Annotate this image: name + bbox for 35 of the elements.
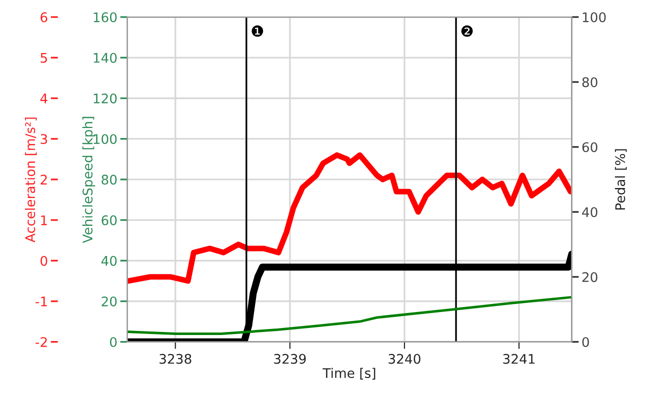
y-tick-label: 2 [40, 174, 47, 184]
y3-tick-label: 20 [102, 296, 117, 306]
y-axis-title: Acceleration [m/s²] [24, 118, 37, 242]
y3-axis-title: VehicleSpeed [kph] [82, 116, 96, 244]
y2-tick-label: 80 [582, 77, 598, 88]
x-tick-label: 3238 [160, 354, 192, 364]
x-axis-title: Time [s] [322, 368, 376, 380]
x-tick-label: 3241 [503, 354, 535, 364]
y-tick-label: 5 [40, 53, 47, 63]
ref-line-label: ❶ [252, 25, 264, 37]
y2-tick-label: 100 [582, 12, 606, 22]
y-tick-label: 1 [41, 215, 47, 226]
x-tick-label: 3240 [388, 354, 420, 364]
y-tick-label: -2 [36, 337, 47, 347]
y3-tick-label: 40 [101, 256, 117, 266]
ref-line-label: ❷ [461, 25, 473, 37]
y-tick-label: -1 [36, 296, 47, 306]
y-tick-label: 0 [40, 256, 48, 266]
y2-tick-label: 0 [582, 337, 589, 348]
y3-tick-label: 100 [94, 134, 117, 144]
x-tick-label: 3239 [274, 354, 306, 364]
y3-tick-label: 0 [110, 337, 117, 348]
y-tick-label: 6 [40, 12, 48, 22]
y3-tick-label: 120 [94, 93, 117, 104]
y2-tick-label: 20 [582, 272, 598, 282]
y3-tick-label: 80 [102, 174, 117, 185]
y3-tick-label: 160 [94, 12, 117, 22]
line-series [127, 296, 572, 335]
y2-tick-label: 40 [582, 207, 598, 218]
y-tick-label: 4 [40, 94, 48, 104]
y3-tick-label: 140 [94, 52, 117, 63]
y3-tick-label: 60 [102, 215, 117, 226]
y2-tick-label: 60 [582, 142, 598, 152]
y-tick-label: 3 [40, 134, 48, 144]
y2-axis-title: Pedal [%] [614, 149, 627, 210]
